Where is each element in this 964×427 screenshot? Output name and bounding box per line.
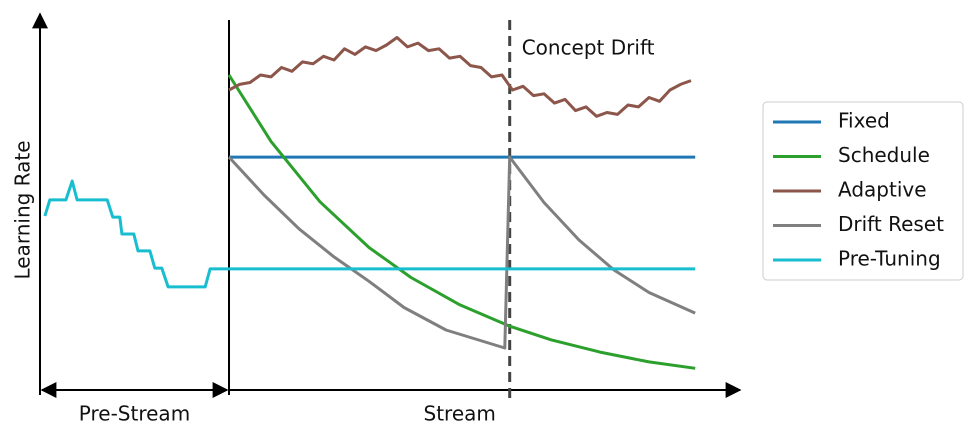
legend-label: Schedule [838,143,930,167]
legend-box [762,101,964,281]
series-line [43,179,696,289]
series-line [227,74,696,370]
legend-label: Drift Reset [838,212,944,236]
series-line [227,155,696,350]
series-line [228,36,692,118]
legend-label: Pre-Tuning [838,247,941,271]
drift-label: Concept Drift [522,36,655,60]
y-axis-label: Learning Rate [11,140,35,279]
pre-stream-label: Pre-Stream [79,402,190,426]
legend-label: Fixed [838,109,890,133]
stream-label: Stream [424,402,496,426]
legend-label: Adaptive [838,178,927,202]
